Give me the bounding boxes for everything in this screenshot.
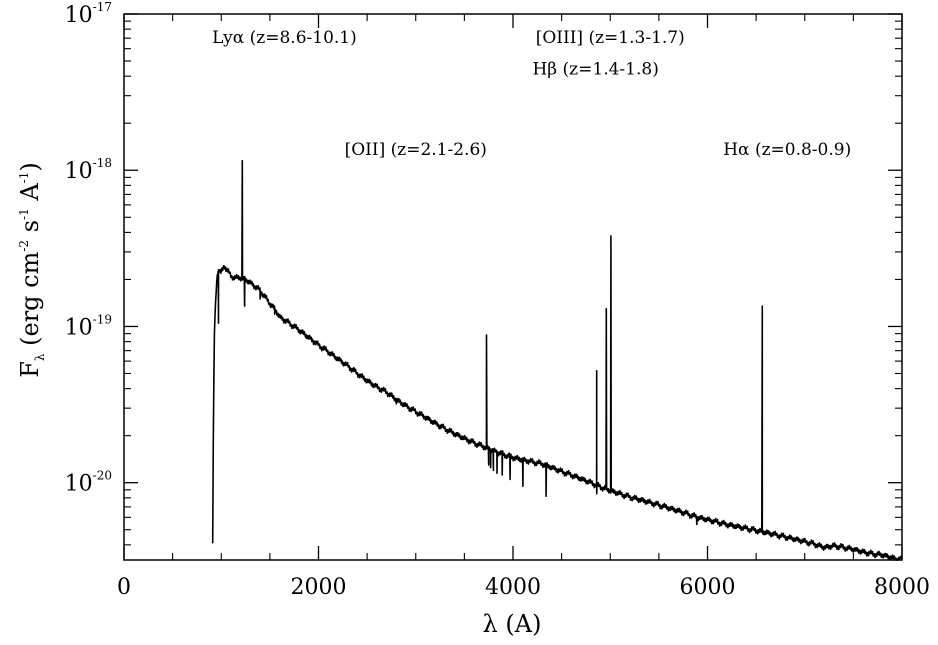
x-axis-label: λ (A) bbox=[483, 610, 542, 638]
plot-frame bbox=[123, 13, 903, 561]
y-tick-label: 10-20 bbox=[65, 469, 112, 497]
line-annotation: [OIII] (z=1.3-1.7) bbox=[536, 28, 685, 48]
x-tick-label: 4000 bbox=[485, 575, 541, 600]
x-tick-label: 0 bbox=[117, 575, 131, 600]
y-tick-label: 10-17 bbox=[65, 0, 112, 28]
line-annotation: Hα (z=0.8-0.9) bbox=[723, 140, 851, 160]
x-tick-label: 8000 bbox=[874, 575, 930, 600]
y-tick-label: 10-19 bbox=[65, 312, 112, 340]
spectrum-line bbox=[211, 159, 903, 561]
line-annotation: [OII] (z=2.1-2.6) bbox=[345, 140, 487, 160]
line-annotation: Hβ (z=1.4-1.8) bbox=[532, 59, 658, 79]
x-tick-label: 2000 bbox=[291, 575, 347, 600]
y-axis-label: Fλ (erg cm-2 s-1 A-1) bbox=[16, 162, 47, 378]
y-tick-label: 10-18 bbox=[65, 156, 112, 184]
x-tick-label: 6000 bbox=[680, 575, 736, 600]
line-annotation: Lyα (z=8.6-10.1) bbox=[212, 28, 357, 48]
